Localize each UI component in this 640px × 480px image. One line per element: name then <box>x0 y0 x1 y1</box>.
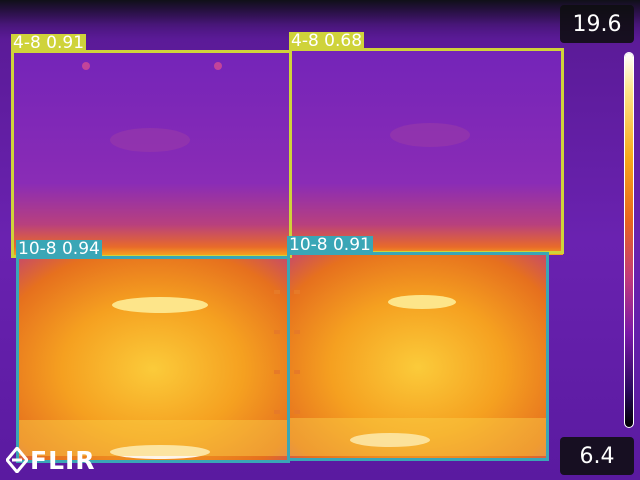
flir-logo-text: FLIR <box>30 445 96 475</box>
detection-label: 10-8 0.91 <box>287 235 373 255</box>
detection-label: 10-8 0.94 <box>16 239 102 259</box>
max-temperature-readout: 19.6 <box>560 5 634 43</box>
flir-logo: FLIR <box>6 444 96 476</box>
temperature-scale-bar <box>624 52 634 428</box>
detection-label: 4-8 0.68 <box>289 31 365 51</box>
min-temperature-readout: 6.4 <box>560 437 634 475</box>
detection-box <box>287 252 549 461</box>
detection-box <box>11 50 292 258</box>
detection-label: 4-8 0.91 <box>11 33 87 53</box>
flir-logo-icon <box>6 447 28 473</box>
detection-box <box>16 256 290 463</box>
detection-box <box>289 48 564 254</box>
